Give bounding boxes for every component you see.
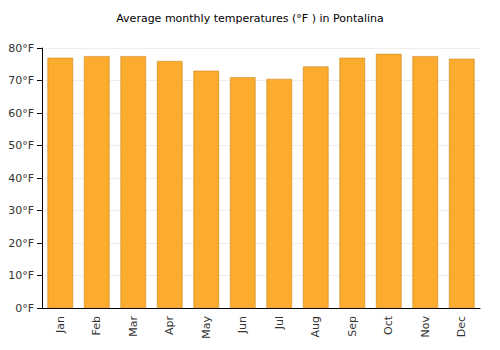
svg-text:Sep: Sep [346, 316, 359, 337]
svg-text:Average monthly temperatures (: Average monthly temperatures (°F ) in Po… [116, 12, 384, 25]
svg-text:20°F: 20°F [8, 237, 34, 250]
svg-text:Jan: Jan [54, 316, 67, 334]
svg-text:Aug: Aug [309, 316, 322, 337]
svg-text:0°F: 0°F [15, 302, 34, 315]
svg-text:Nov: Nov [419, 316, 432, 338]
svg-text:Mar: Mar [127, 316, 140, 337]
svg-text:Dec: Dec [455, 316, 468, 337]
svg-text:70°F: 70°F [8, 74, 34, 87]
svg-text:Oct: Oct [382, 315, 395, 335]
svg-text:May: May [200, 316, 213, 339]
svg-text:50°F: 50°F [8, 139, 34, 152]
svg-text:Jul: Jul [273, 316, 286, 330]
svg-text:Jun: Jun [236, 316, 249, 334]
svg-text:30°F: 30°F [8, 204, 34, 217]
svg-text:Apr: Apr [163, 316, 176, 336]
svg-text:Feb: Feb [90, 316, 103, 335]
svg-text:10°F: 10°F [8, 269, 34, 282]
svg-text:80°F: 80°F [8, 42, 34, 55]
svg-text:60°F: 60°F [8, 107, 34, 120]
svg-text:40°F: 40°F [8, 172, 34, 185]
